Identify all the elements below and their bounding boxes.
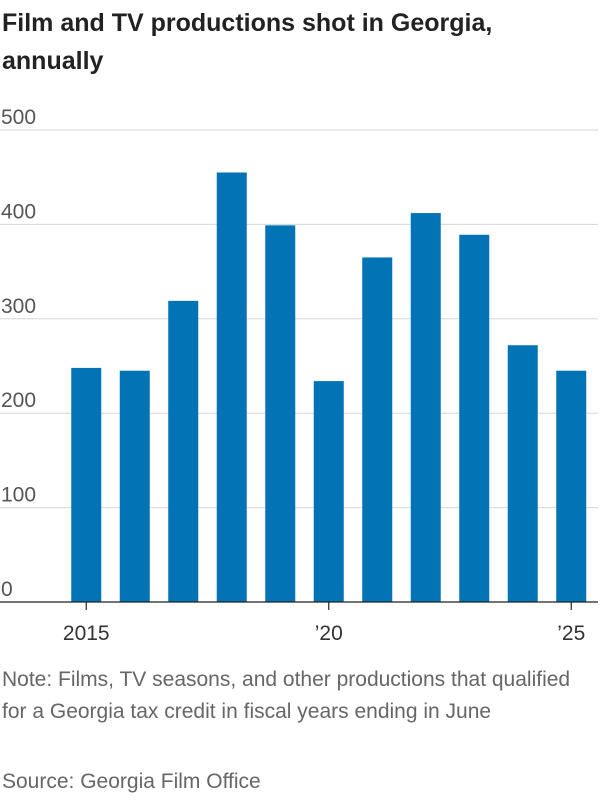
bar bbox=[410, 213, 441, 602]
y-tick-label: 200 bbox=[1, 389, 36, 412]
chart-svg: 0 100 200 300 400 500 2015 ’20 ’25 bbox=[0, 106, 598, 645]
bar bbox=[507, 345, 538, 602]
bar bbox=[313, 381, 344, 602]
x-tick-label: ’20 bbox=[315, 622, 343, 645]
x-tick-label: ’25 bbox=[557, 622, 585, 645]
bar bbox=[168, 300, 199, 602]
bar-chart: 0 100 200 300 400 500 2015 ’20 ’25 bbox=[0, 96, 600, 656]
y-tick-label: 300 bbox=[1, 295, 36, 318]
x-axis bbox=[0, 601, 598, 610]
chart-note: Note: Films, TV seasons, and other produ… bbox=[2, 668, 571, 723]
bar bbox=[216, 172, 247, 602]
y-tick-label: 500 bbox=[1, 106, 36, 129]
bars bbox=[71, 172, 587, 602]
y-tick-label: 0 bbox=[1, 578, 13, 601]
bar bbox=[459, 234, 490, 602]
chart-source: Source: Georgia Film Office bbox=[2, 770, 261, 793]
bar bbox=[362, 257, 393, 602]
tick-labels: 0 100 200 300 400 500 2015 ’20 ’25 bbox=[1, 106, 585, 645]
chart-title: Film and TV productions shot in Georgia,… bbox=[2, 9, 493, 75]
bar bbox=[265, 225, 296, 602]
bar bbox=[71, 367, 102, 602]
y-tick-label: 100 bbox=[1, 484, 36, 507]
bar bbox=[119, 370, 150, 602]
y-tick-label: 400 bbox=[1, 200, 36, 223]
bar bbox=[556, 370, 587, 602]
x-tick-label: 2015 bbox=[63, 622, 110, 645]
